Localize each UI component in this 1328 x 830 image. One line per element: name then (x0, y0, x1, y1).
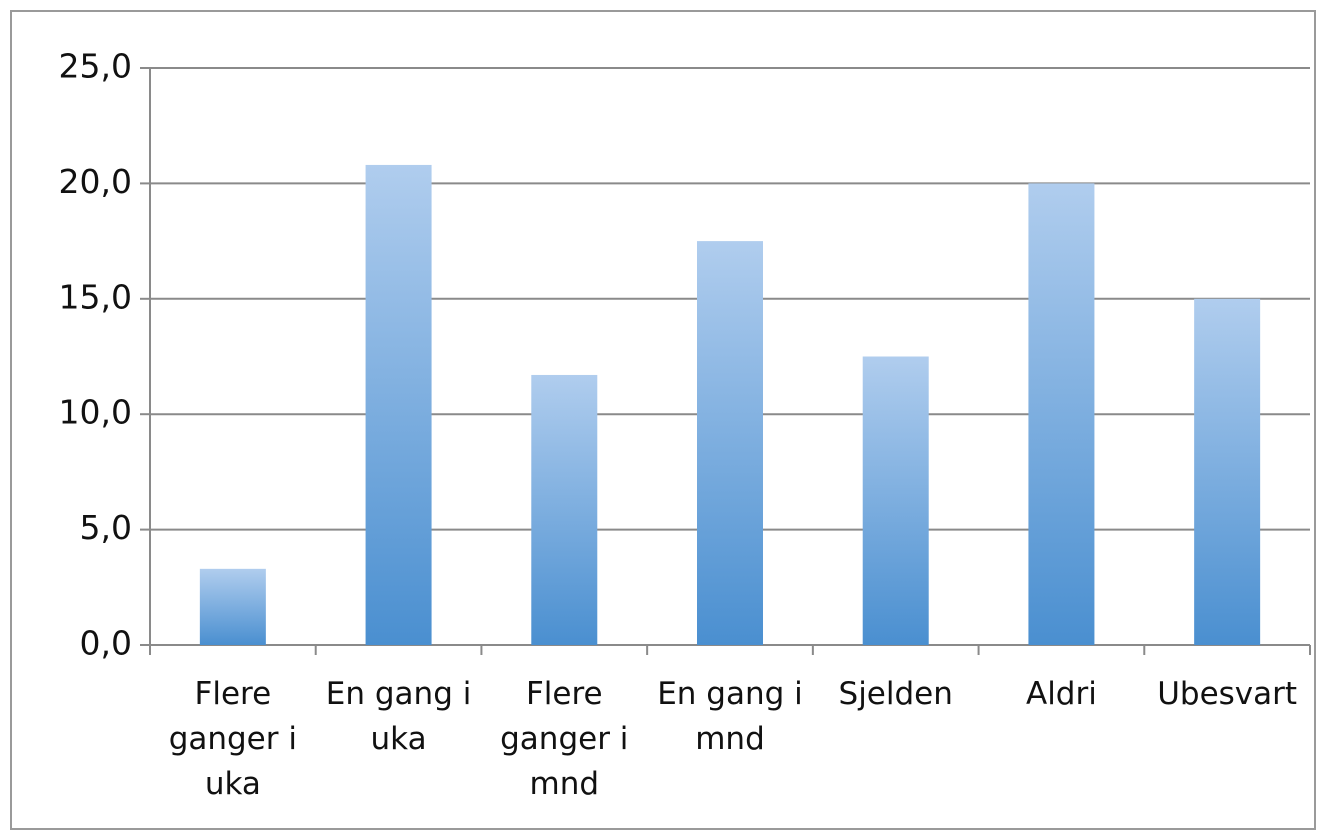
bar (531, 374, 598, 645)
bar (199, 568, 266, 645)
x-tick-label: Aldri (1025, 676, 1097, 712)
x-tick-label: Flere ganger i uka (168, 676, 297, 802)
x-tick-label: En gang i mnd (657, 676, 803, 757)
y-tick-label: 20,0 (59, 162, 132, 201)
bar (1028, 183, 1095, 645)
bar (697, 241, 763, 645)
y-tick-label: 0,0 (80, 624, 132, 663)
y-tick-label: 15,0 (59, 277, 132, 316)
bar (365, 164, 432, 645)
bar (1194, 298, 1261, 645)
x-tick-label: En gang i uka (325, 676, 472, 757)
y-tick-label: 25,0 (59, 47, 132, 86)
y-tick-label: 10,0 (59, 393, 132, 432)
y-tick-label: 5,0 (80, 508, 132, 547)
x-tick-label: Flere ganger i mnd (500, 676, 629, 802)
x-tick-label: Sjelden (838, 676, 953, 712)
x-tick-label: Ubesvart (1157, 676, 1298, 712)
bar (862, 356, 929, 645)
